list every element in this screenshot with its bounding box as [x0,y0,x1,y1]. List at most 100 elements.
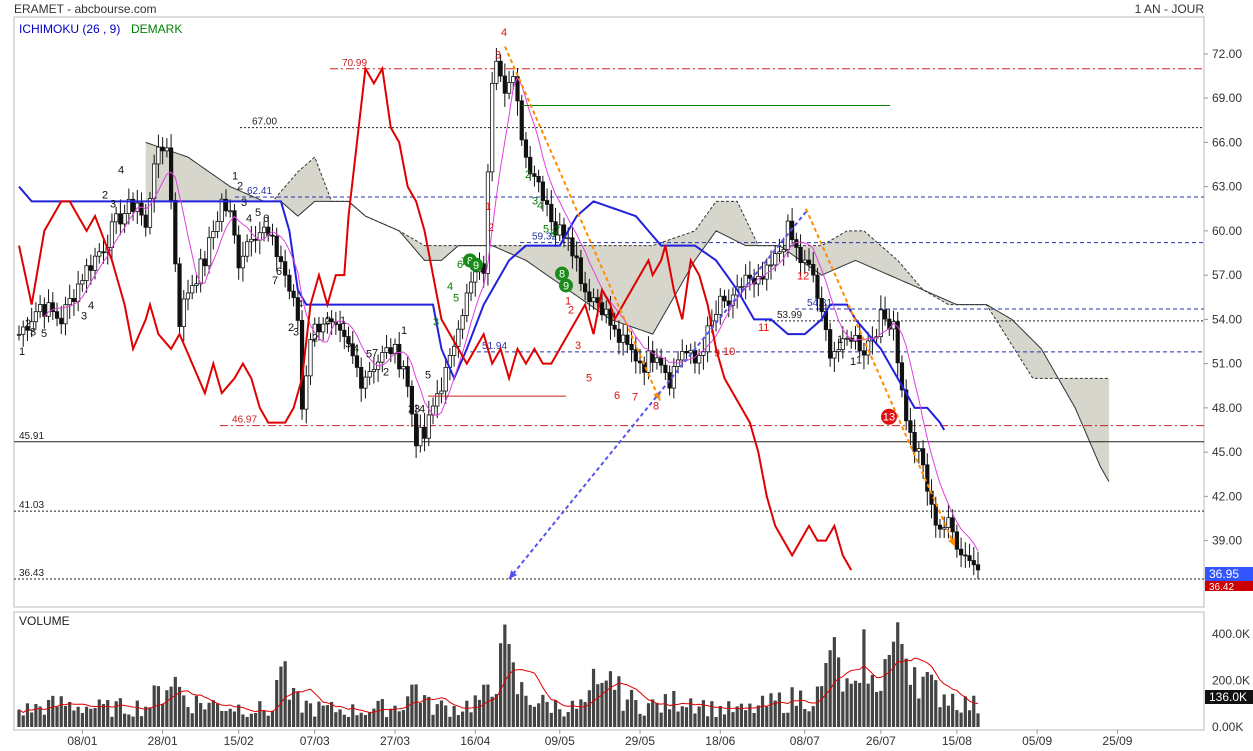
volume-bar [748,703,752,727]
candle-body [122,213,127,225]
candle-body [937,524,943,530]
volume-panel-frame [13,611,1205,731]
candle-body [954,531,959,550]
candle-body [283,261,288,276]
candle-body [38,304,43,313]
volume-bar [891,641,896,727]
setup-count: 2 [237,181,243,193]
volume-bar [727,701,731,727]
candle-body [616,328,622,343]
setup-count: 4 [353,343,359,355]
volume-bar [207,702,211,727]
volume-bar [655,702,659,727]
volume-bar [942,694,946,727]
volume-bar [380,699,384,727]
level-lines: 70.9967.0062.4159.3254.8153.9951.9446.97… [14,58,1204,580]
volume-bar [714,716,718,727]
candle-body [202,258,207,267]
candle-body [261,226,267,234]
volume-bar [460,711,465,727]
candle-body [473,271,478,283]
candle-body [747,274,752,279]
volume-bar [815,686,820,727]
candle-body [866,340,871,356]
volume-bar [520,682,524,727]
demark-red-count: 1 [485,201,491,213]
candle-body [468,281,474,294]
volume-bar [579,699,583,727]
demark-green-badge-label: 9 [473,260,479,272]
demark-green-count: 4 [537,200,543,212]
volume-bar [938,707,942,727]
volume-bar [308,703,313,727]
setup-count: 5 [255,207,261,219]
demark-red-count: 10 [723,346,735,358]
volume-bar [532,706,537,727]
candle-body [101,251,106,254]
setup-count: 6 [263,213,269,225]
volume-bar [215,703,220,727]
x-tick-label: 05/09 [1022,734,1052,748]
setup-count: 2 [25,318,31,330]
setup-count: 2 [288,322,294,334]
candle-body [566,237,571,240]
volume-bar [507,643,511,727]
candle-body [418,426,423,447]
candle-body [426,414,431,439]
candle-body [219,198,224,222]
setup-count: 3 [345,338,351,350]
volume-bar [845,678,849,727]
y-tick-label: 42.00 [1212,489,1242,503]
setup-count: 3 [30,327,36,339]
kijun-line [18,185,946,431]
volume-bar [608,671,613,727]
volume-bar [545,701,549,727]
demark-red-count: 1 [565,296,571,308]
level-label: 53.99 [777,310,802,321]
demark-green-badge [555,266,569,281]
volume-bar [359,712,363,727]
y-tick-label: 63.00 [1212,180,1242,194]
volume-bar [444,705,448,727]
volume-bar [499,643,503,727]
candle-body [975,564,981,571]
candle-body [840,338,845,350]
volume-bar [946,705,951,727]
volume-bar [722,714,727,727]
volume-bar [676,711,680,727]
level-label: 59.32 [532,232,557,243]
demark-red-count: 11 [758,322,769,334]
candle-body [663,364,668,373]
x-tick-label: 29/05 [625,734,655,748]
candle-body [637,360,643,364]
setup-count: 1 [856,355,862,367]
x-tick-label: 28/01 [148,734,178,748]
volume-bar [972,695,976,727]
candle-body [464,292,469,316]
candle-body [232,210,237,236]
volume-bar [46,699,51,727]
volume-bar [321,705,325,727]
candle-body [439,390,444,395]
volume-bar [106,700,110,727]
volume-bar [249,713,253,727]
candle-body [713,314,719,322]
setup-count: 5 [366,349,372,361]
volume-bar [862,629,866,727]
volume-bar [600,682,604,727]
volume-bar [782,713,786,727]
demark-green-count: 6 [457,259,463,271]
volume-bar [710,701,714,727]
setup-count: 1 [401,325,407,337]
candle-body [337,324,343,331]
candle-body [739,286,744,289]
candle-body [321,323,326,333]
demark-green-count: 5 [453,293,459,305]
volume-bar [270,711,275,727]
candle-body [54,311,60,319]
candle-body [304,375,309,410]
volume-bar [803,709,807,727]
volume-bar [401,710,406,727]
candle-body [88,265,93,271]
volume-bar [583,702,587,727]
